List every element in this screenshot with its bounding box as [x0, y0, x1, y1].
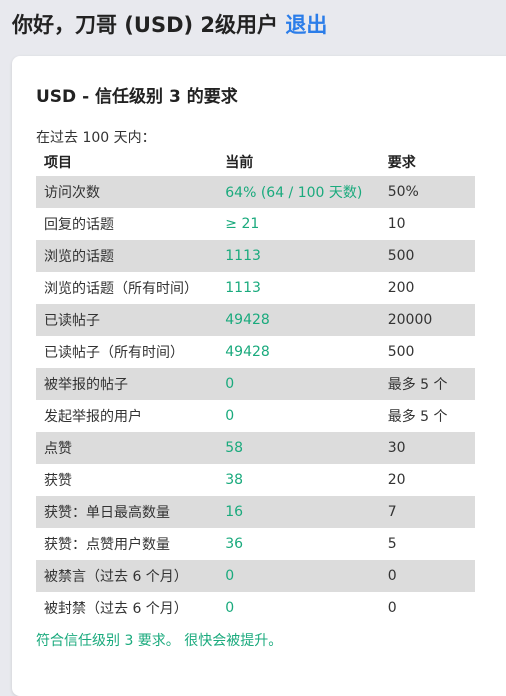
requirements-table: 项目 当前 要求 访问次数 64% (64 / 100 天数) 50% 回复的话题 ≥ … — [36, 148, 475, 624]
requirement-item: 获赞 — [44, 473, 72, 489]
requirement-required-value: 500 — [387, 240, 475, 272]
requirement-item: 回复的话题 — [44, 217, 114, 233]
table-row: 回复的话题 ≥ 21 10 — [36, 208, 475, 240]
logout-link[interactable]: 退出 — [285, 13, 328, 37]
requirement-current-value: 0 — [225, 408, 235, 424]
table-row: 被封禁（过去 6 个月） 0 0 — [36, 592, 475, 624]
requirement-item: 浏览的话题（所有时间） — [44, 281, 198, 297]
table-row: 发起举报的用户 0 最多 5 个 — [36, 400, 475, 432]
table-header-row: 项目 当前 要求 — [36, 148, 475, 176]
table-row: 被举报的帖子 0 最多 5 个 — [36, 368, 475, 400]
requirement-item: 被封禁（过去 6 个月） — [44, 601, 188, 617]
requirement-required-value: 50% — [387, 176, 475, 208]
status-message: 符合信任级别 3 要求。 很快会被提升。 — [36, 633, 283, 649]
requirement-item: 发起举报的用户 — [44, 409, 142, 425]
table-row: 点赞 58 30 — [36, 432, 475, 464]
page-header: 你好，刀哥 (USD) 2级用户 退出 — [12, 10, 327, 40]
requirement-item: 被举报的帖子 — [36, 368, 226, 400]
table-row: 浏览的话题 1113 500 — [36, 240, 475, 272]
requirement-current-value: 0 — [225, 560, 388, 592]
requirement-item: 获赞：单日最高数量 — [36, 496, 226, 528]
requirement-item: 浏览的话题 — [36, 240, 226, 272]
requirement-current-value: 16 — [225, 496, 388, 528]
requirement-required-value: 20000 — [387, 304, 475, 336]
requirement-required-value: 0 — [387, 560, 475, 592]
requirement-item: 已读帖子（所有时间） — [44, 345, 184, 361]
table-row: 访问次数 64% (64 / 100 天数) 50% — [36, 176, 475, 208]
table-row: 获赞：点赞用户数量 36 5 — [36, 528, 475, 560]
card-title: USD - 信任级别 3 的要求 — [36, 87, 238, 107]
table-row: 被禁言（过去 6 个月） 0 0 — [36, 560, 475, 592]
requirement-required-value: 200 — [387, 280, 415, 296]
column-header-item: 项目 — [44, 155, 72, 171]
column-header-required: 要求 — [387, 155, 416, 171]
greeting-text: 你好，刀哥 (USD) 2级用户 — [12, 13, 279, 37]
table-row: 获赞：单日最高数量 16 7 — [36, 496, 475, 528]
requirement-item: 点赞 — [36, 432, 226, 464]
requirement-required-value: 最多 5 个 — [387, 368, 475, 400]
requirement-item: 获赞：点赞用户数量 — [44, 537, 170, 553]
requirement-required-value: 30 — [387, 432, 475, 464]
requirement-required-value: 20 — [387, 472, 406, 488]
requirement-required-value: 500 — [387, 344, 415, 360]
requirement-current-value: 1113 — [225, 280, 261, 296]
requirement-current-value: 0 — [225, 600, 235, 616]
column-header-current: 当前 — [225, 155, 254, 171]
requirement-required-value: 0 — [387, 600, 397, 616]
table-row: 获赞 38 20 — [36, 464, 475, 496]
table-row: 已读帖子 49428 20000 — [36, 304, 475, 336]
requirement-current-value: 58 — [225, 432, 388, 464]
requirement-required-value: 7 — [387, 496, 475, 528]
requirement-required-value: 10 — [387, 216, 406, 232]
requirement-required-value: 5 — [387, 536, 397, 552]
requirement-current-value: 0 — [225, 368, 388, 400]
requirement-current-value: 64% (64 / 100 天数) — [225, 176, 388, 208]
requirement-current-value: 1113 — [225, 240, 388, 272]
table-row: 浏览的话题（所有时间） 1113 200 — [36, 272, 475, 304]
table-row: 已读帖子（所有时间） 49428 500 — [36, 336, 475, 368]
requirement-current-value: 49428 — [225, 304, 388, 336]
requirements-body: 访问次数 64% (64 / 100 天数) 50% 回复的话题 ≥ 21 10 浏览的话题… — [36, 176, 475, 624]
requirement-item: 访问次数 — [36, 176, 226, 208]
requirement-current-value: ≥ 21 — [225, 216, 260, 232]
requirement-current-value: 36 — [225, 536, 244, 552]
requirement-required-value: 最多 5 个 — [387, 409, 448, 425]
requirement-item: 已读帖子 — [36, 304, 226, 336]
trust-level-card: USD - 信任级别 3 的要求 在过去 100 天内： 项目 当前 要求 访问… — [12, 56, 506, 696]
requirement-item: 被禁言（过去 6 个月） — [36, 560, 226, 592]
requirement-current-value: 38 — [225, 472, 244, 488]
period-intro: 在过去 100 天内： — [36, 130, 156, 146]
requirement-current-value: 49428 — [225, 344, 270, 360]
